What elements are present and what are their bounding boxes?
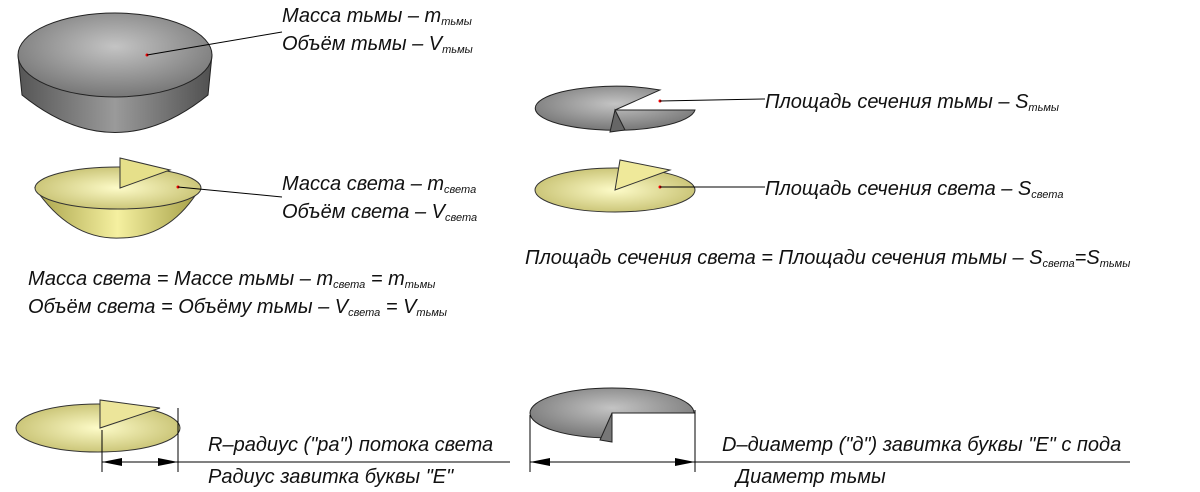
text: R–радиус ("ра") потока света — [208, 434, 493, 456]
label: Площадь сечения света = Площади сечения … — [525, 247, 1130, 270]
text: Объём тьмы – V — [282, 33, 444, 55]
subscript: света — [348, 307, 380, 319]
text: D–диаметр ("д") завитка буквы "Е" с пода — [722, 434, 1121, 456]
label: Диаметр тьмы — [734, 466, 886, 488]
text: Объём света = Объёму тьмы – V — [28, 296, 350, 318]
text: Радиус завитка буквы "Е" — [208, 466, 454, 488]
subscript: тьмы — [441, 16, 472, 28]
text: Масса света = Массе тьмы – m — [28, 268, 333, 290]
label: Масса света – mсвета — [282, 173, 476, 196]
label: Масса света = Массе тьмы – mсвета = mтьм… — [28, 268, 435, 291]
label: Площадь сечения тьмы – Sтьмы — [765, 91, 1059, 114]
subscript: света — [1031, 189, 1063, 201]
label: Площадь сечения света – Sсвета — [765, 178, 1063, 201]
subscript: тьмы — [1028, 102, 1059, 114]
shapes — [15, 12, 1130, 472]
subscript: тьмы — [405, 279, 436, 291]
label: Объём тьмы – Vтьмы — [282, 33, 473, 56]
label: Масса тьмы – mтьмы — [282, 5, 472, 28]
subscript: тьмы — [442, 44, 473, 56]
text: Диаметр тьмы — [734, 466, 886, 488]
text: = V — [380, 296, 418, 318]
subscript: света — [333, 279, 365, 291]
label: Радиус завитка буквы "Е" — [208, 466, 454, 488]
text: Площадь сечения света = Площади сечения … — [525, 247, 1043, 269]
label: Объём света = Объёму тьмы – Vсвета = Vть… — [28, 296, 447, 319]
text: Площадь сечения света – S — [765, 178, 1032, 200]
text: =S — [1075, 247, 1101, 269]
text: Масса света – m — [282, 173, 444, 195]
subscript: тьмы — [416, 307, 447, 319]
text: Масса тьмы – m — [282, 5, 441, 27]
subscript: тьмы — [1100, 258, 1131, 270]
subscript: света — [445, 212, 477, 224]
text: Площадь сечения тьмы – S — [765, 91, 1029, 113]
subscript: света — [444, 184, 476, 196]
label: Объём света – Vсвета — [282, 201, 477, 224]
text: Объём света – V — [282, 201, 447, 223]
label: R–радиус ("ра") потока света — [208, 434, 493, 456]
label: D–диаметр ("д") завитка буквы "Е" с пода — [722, 434, 1121, 456]
text: = m — [365, 268, 404, 290]
subscript: света — [1043, 258, 1075, 270]
